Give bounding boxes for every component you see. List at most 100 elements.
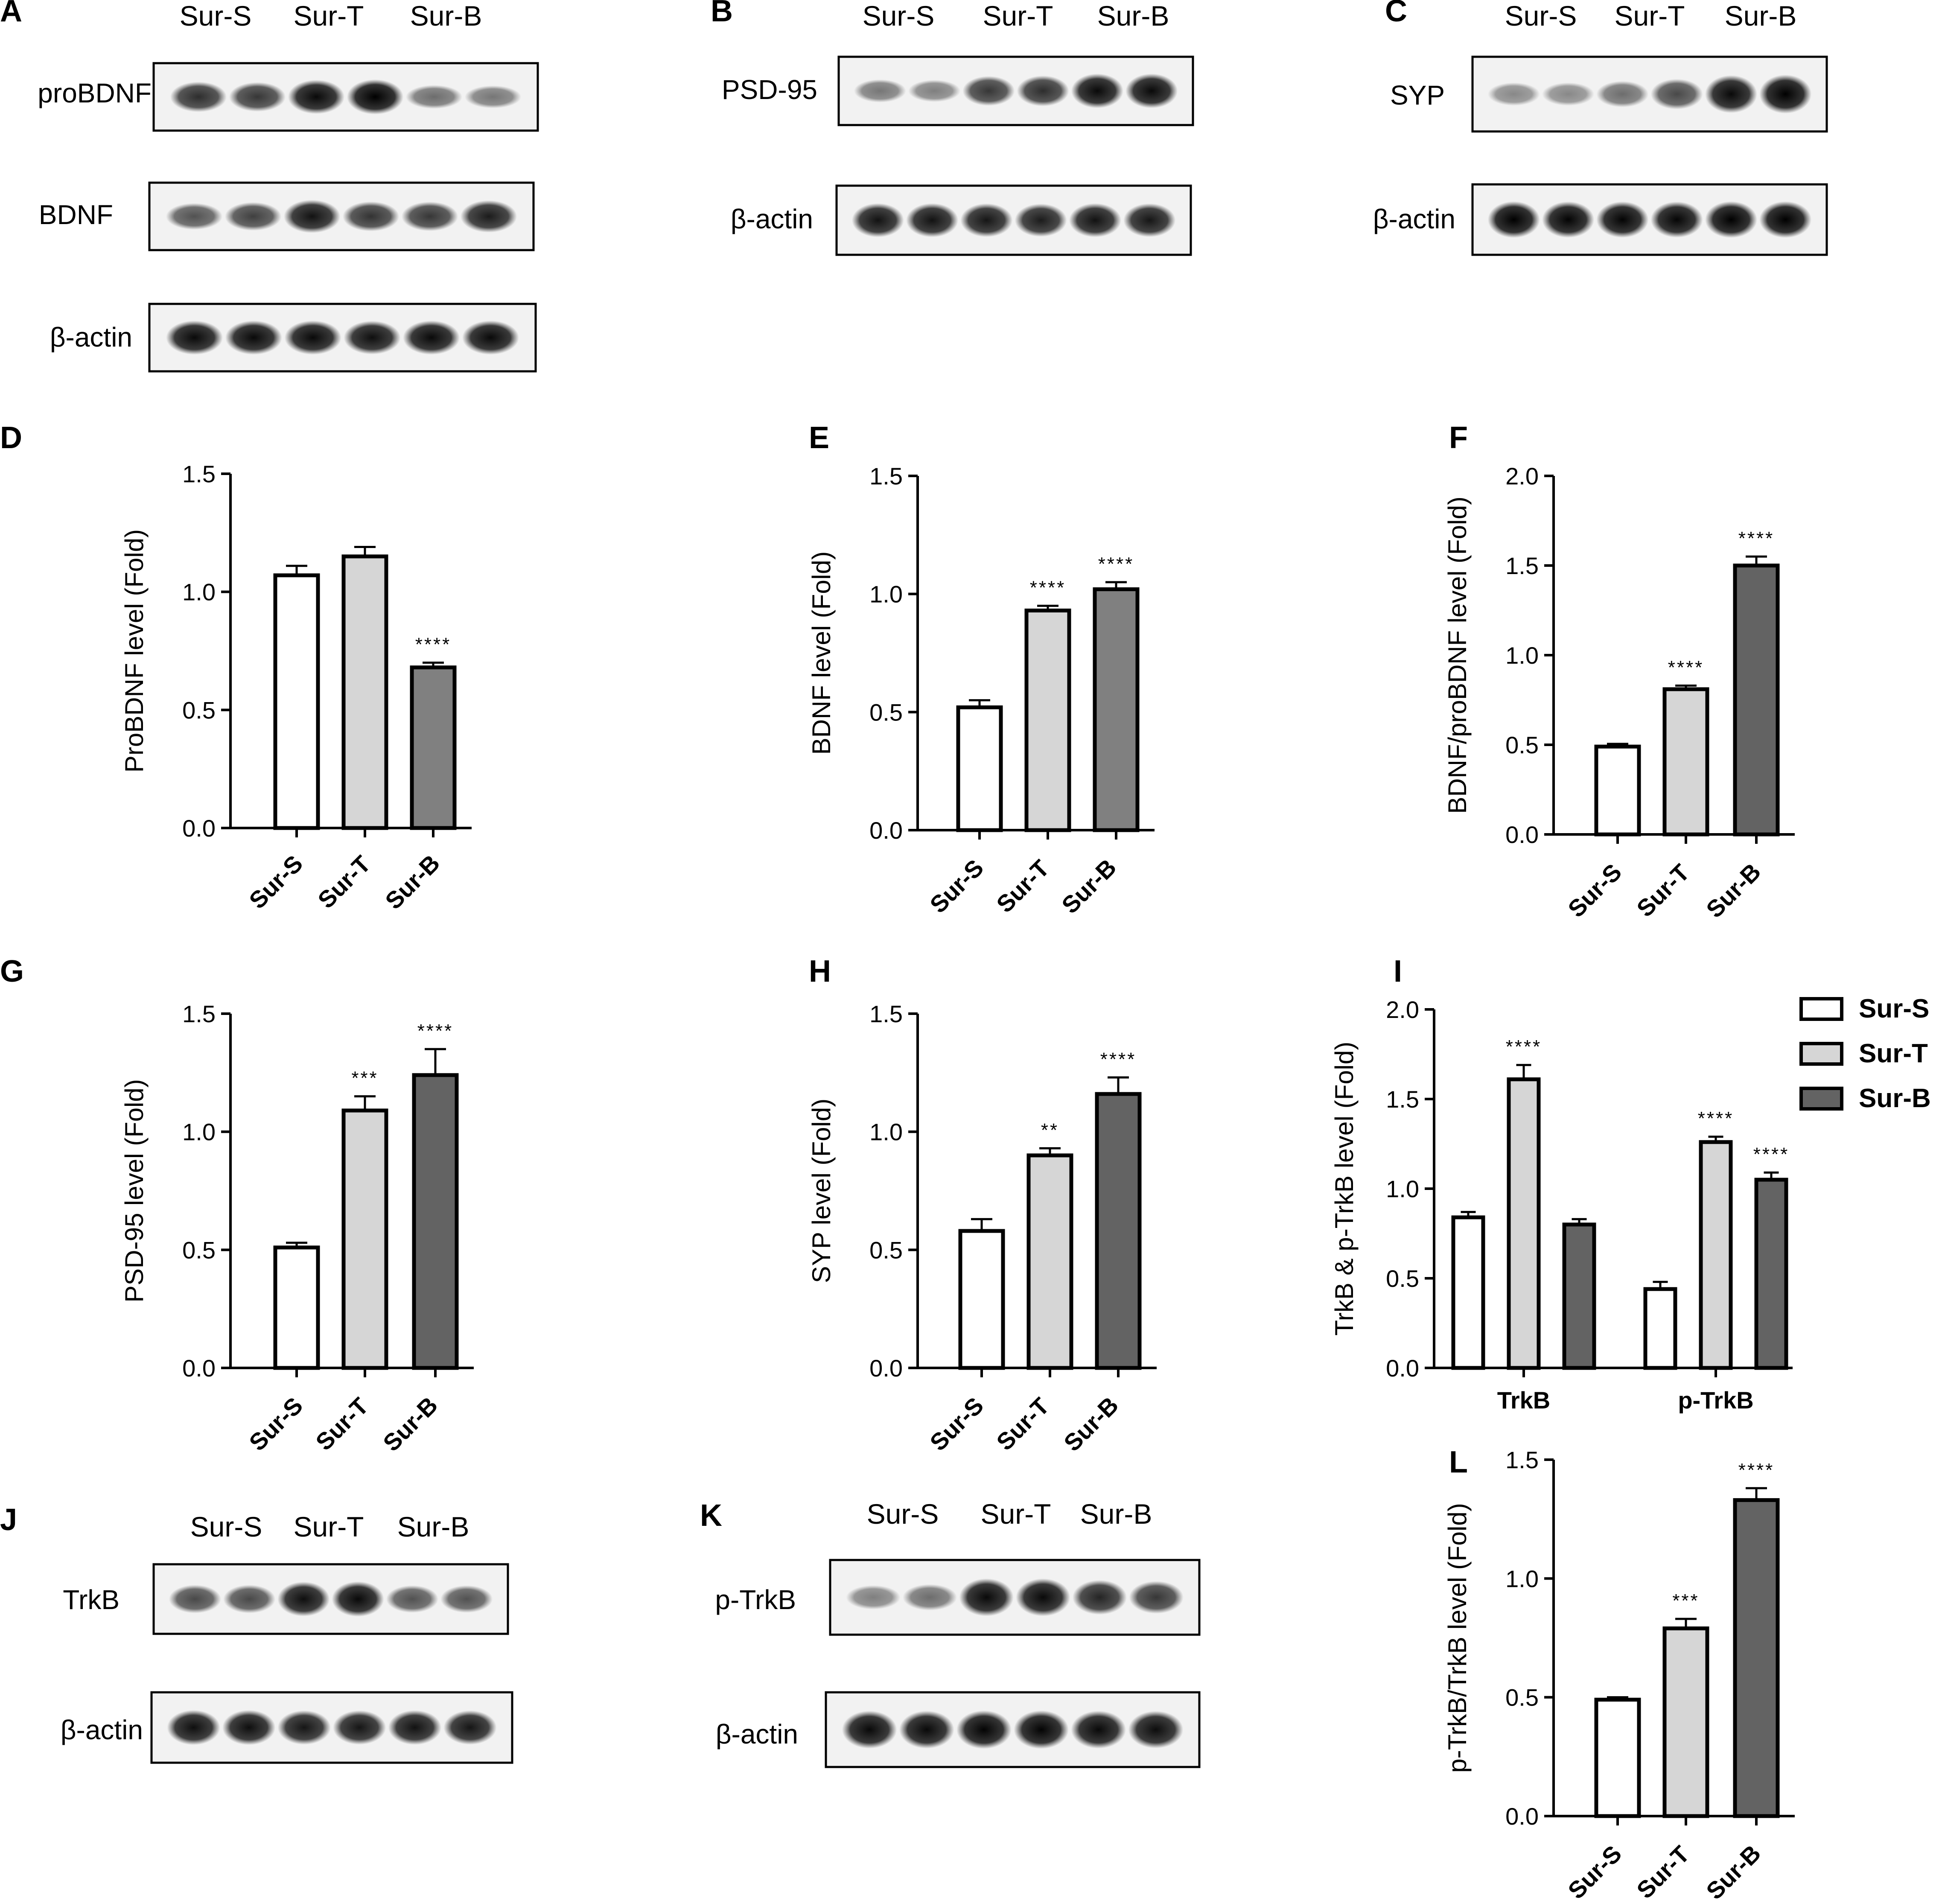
blot-band <box>899 1711 954 1749</box>
bar <box>1451 1215 1485 1370</box>
blot-band <box>333 1710 386 1745</box>
y-tick-label: 1.0 <box>869 581 903 608</box>
blot-row-label: proBDNF <box>38 78 152 108</box>
blot-row-label: β-actin <box>731 204 813 234</box>
panel-letter-B: B <box>711 0 733 28</box>
y-tick-label: 1.0 <box>869 1119 903 1146</box>
blot-band <box>1542 82 1595 106</box>
blot-lane-label: Sur-T <box>294 1511 364 1542</box>
blot-band <box>1596 201 1649 238</box>
x-tick-label: Sur-S <box>244 850 308 914</box>
blot-band <box>1705 75 1757 113</box>
x-tick-label: p-TrkB <box>1678 1387 1753 1414</box>
x-tick-label: Sur-S <box>244 1392 308 1456</box>
blot-band <box>1014 1710 1069 1749</box>
y-axis-label: ProBDNF level (Fold) <box>120 529 149 773</box>
chart-H: 0.0 0.5 1.0 1.5 SYP level (Fold) Sur-S ** Sur-T… <box>807 1000 1157 1456</box>
y-axis-label: p-TrkB/TrkB level (Fold) <box>1443 1503 1472 1773</box>
blot-band <box>170 82 227 112</box>
blot-band <box>1017 76 1069 106</box>
blot-band <box>460 200 517 233</box>
blot-band <box>1071 73 1123 108</box>
blot-band <box>443 1710 497 1745</box>
blot-band <box>906 203 959 237</box>
chart-F: 0.0 0.5 1.0 1.5 2.0 BDNF/proBDNF level (Fold)… <box>1443 463 1795 923</box>
significance-mark: **** <box>1030 577 1066 598</box>
chart-I: 0.0 0.5 1.0 1.5 2.0 TrkB & p-TrkB level (Fold… <box>1330 994 1931 1414</box>
blot-lane-label: Sur-S <box>1505 0 1577 32</box>
blot-band <box>462 321 519 355</box>
blot-band <box>846 1585 901 1610</box>
x-tick-label: Sur-T <box>991 854 1054 918</box>
y-axis-label: SYP level (Fold) <box>807 1099 836 1283</box>
x-tick-label: Sur-S <box>1563 1840 1627 1904</box>
blot-band <box>166 203 223 230</box>
panel-letter-K: K <box>700 1499 722 1533</box>
blot-band <box>464 85 522 108</box>
chart-E: 0.0 0.5 1.0 1.5 BDNF level (Fold) Sur-S **** Su… <box>807 463 1155 918</box>
legend-label: Sur-S <box>1859 994 1929 1023</box>
blot-band <box>1759 201 1812 238</box>
y-tick-label: 0.0 <box>1386 1355 1419 1382</box>
blot-lane-label: Sur-S <box>180 0 252 32</box>
blot-band <box>344 321 401 355</box>
significance-mark: **** <box>1100 1049 1137 1070</box>
significance-mark: **** <box>1698 1108 1734 1129</box>
blot-row-label: β-actin <box>61 1714 143 1745</box>
y-tick-label: 0.5 <box>1386 1265 1419 1292</box>
x-tick-label: Sur-T <box>1631 859 1694 922</box>
blot-band <box>1129 1581 1184 1614</box>
blot-row-label: TrkB <box>63 1584 120 1615</box>
legend-swatch <box>1799 1087 1843 1111</box>
blot-band <box>959 1578 1014 1616</box>
blot-band <box>962 76 1015 106</box>
y-tick-label: 1.0 <box>1505 1565 1539 1592</box>
y-tick-label: 0.0 <box>869 817 903 844</box>
x-tick-label: Sur-B <box>1056 854 1121 918</box>
y-tick-label: 1.5 <box>869 1000 903 1027</box>
y-tick-label: 0.5 <box>869 1236 903 1263</box>
y-axis-label: BDNF/proBDNF level (Fold) <box>1443 496 1472 814</box>
x-tick-label: Sur-T <box>310 1392 373 1455</box>
blot-band <box>332 1581 384 1617</box>
blot-lane-label: Sur-B <box>1080 1498 1152 1530</box>
blot-band <box>167 1710 220 1745</box>
blot-row-label: β-actin <box>50 322 132 353</box>
x-tick-label: Sur-S <box>924 1392 988 1456</box>
blot-row-label: β-actin <box>1373 204 1455 234</box>
blot-band <box>223 1585 276 1613</box>
y-tick-label: 0.5 <box>182 1236 216 1263</box>
bar <box>1643 1287 1677 1370</box>
y-tick-label: 2.0 <box>1505 463 1539 490</box>
blot-band <box>386 1585 438 1613</box>
blot-band <box>1016 1578 1070 1616</box>
y-tick-label: 0.5 <box>1505 732 1539 758</box>
blot-band <box>1596 81 1649 108</box>
blot-band <box>1128 1711 1184 1749</box>
blot-lane-label: Sur-B <box>397 1511 469 1542</box>
blot-lane-label: Sur-S <box>867 1498 939 1530</box>
panel-letter-D: D <box>0 421 22 455</box>
blot-band <box>388 1710 442 1745</box>
y-tick-label: 1.5 <box>1505 552 1539 579</box>
blot-band <box>960 203 1013 237</box>
blot-band <box>1487 82 1540 106</box>
blot-band <box>1487 201 1540 238</box>
blot-band <box>1071 1711 1126 1749</box>
significance-mark: **** <box>417 1021 454 1041</box>
bar <box>341 1108 388 1370</box>
blot-row-label: β-actin <box>716 1719 798 1749</box>
blot-band <box>440 1585 493 1613</box>
bar <box>958 1229 1005 1370</box>
blot-band <box>225 202 282 231</box>
blot-band <box>1015 204 1067 237</box>
x-tick-label: Sur-T <box>312 850 376 913</box>
blot-band <box>403 321 460 355</box>
bar <box>1594 744 1641 837</box>
blot-row-label: p-TrkB <box>715 1584 796 1615</box>
y-tick-label: 0.5 <box>182 697 216 723</box>
y-tick-label: 1.0 <box>182 1119 216 1146</box>
blot-band <box>1072 1580 1127 1615</box>
blot-lane-label: Sur-T <box>981 1498 1051 1530</box>
x-tick-label: Sur-T <box>991 1392 1054 1455</box>
